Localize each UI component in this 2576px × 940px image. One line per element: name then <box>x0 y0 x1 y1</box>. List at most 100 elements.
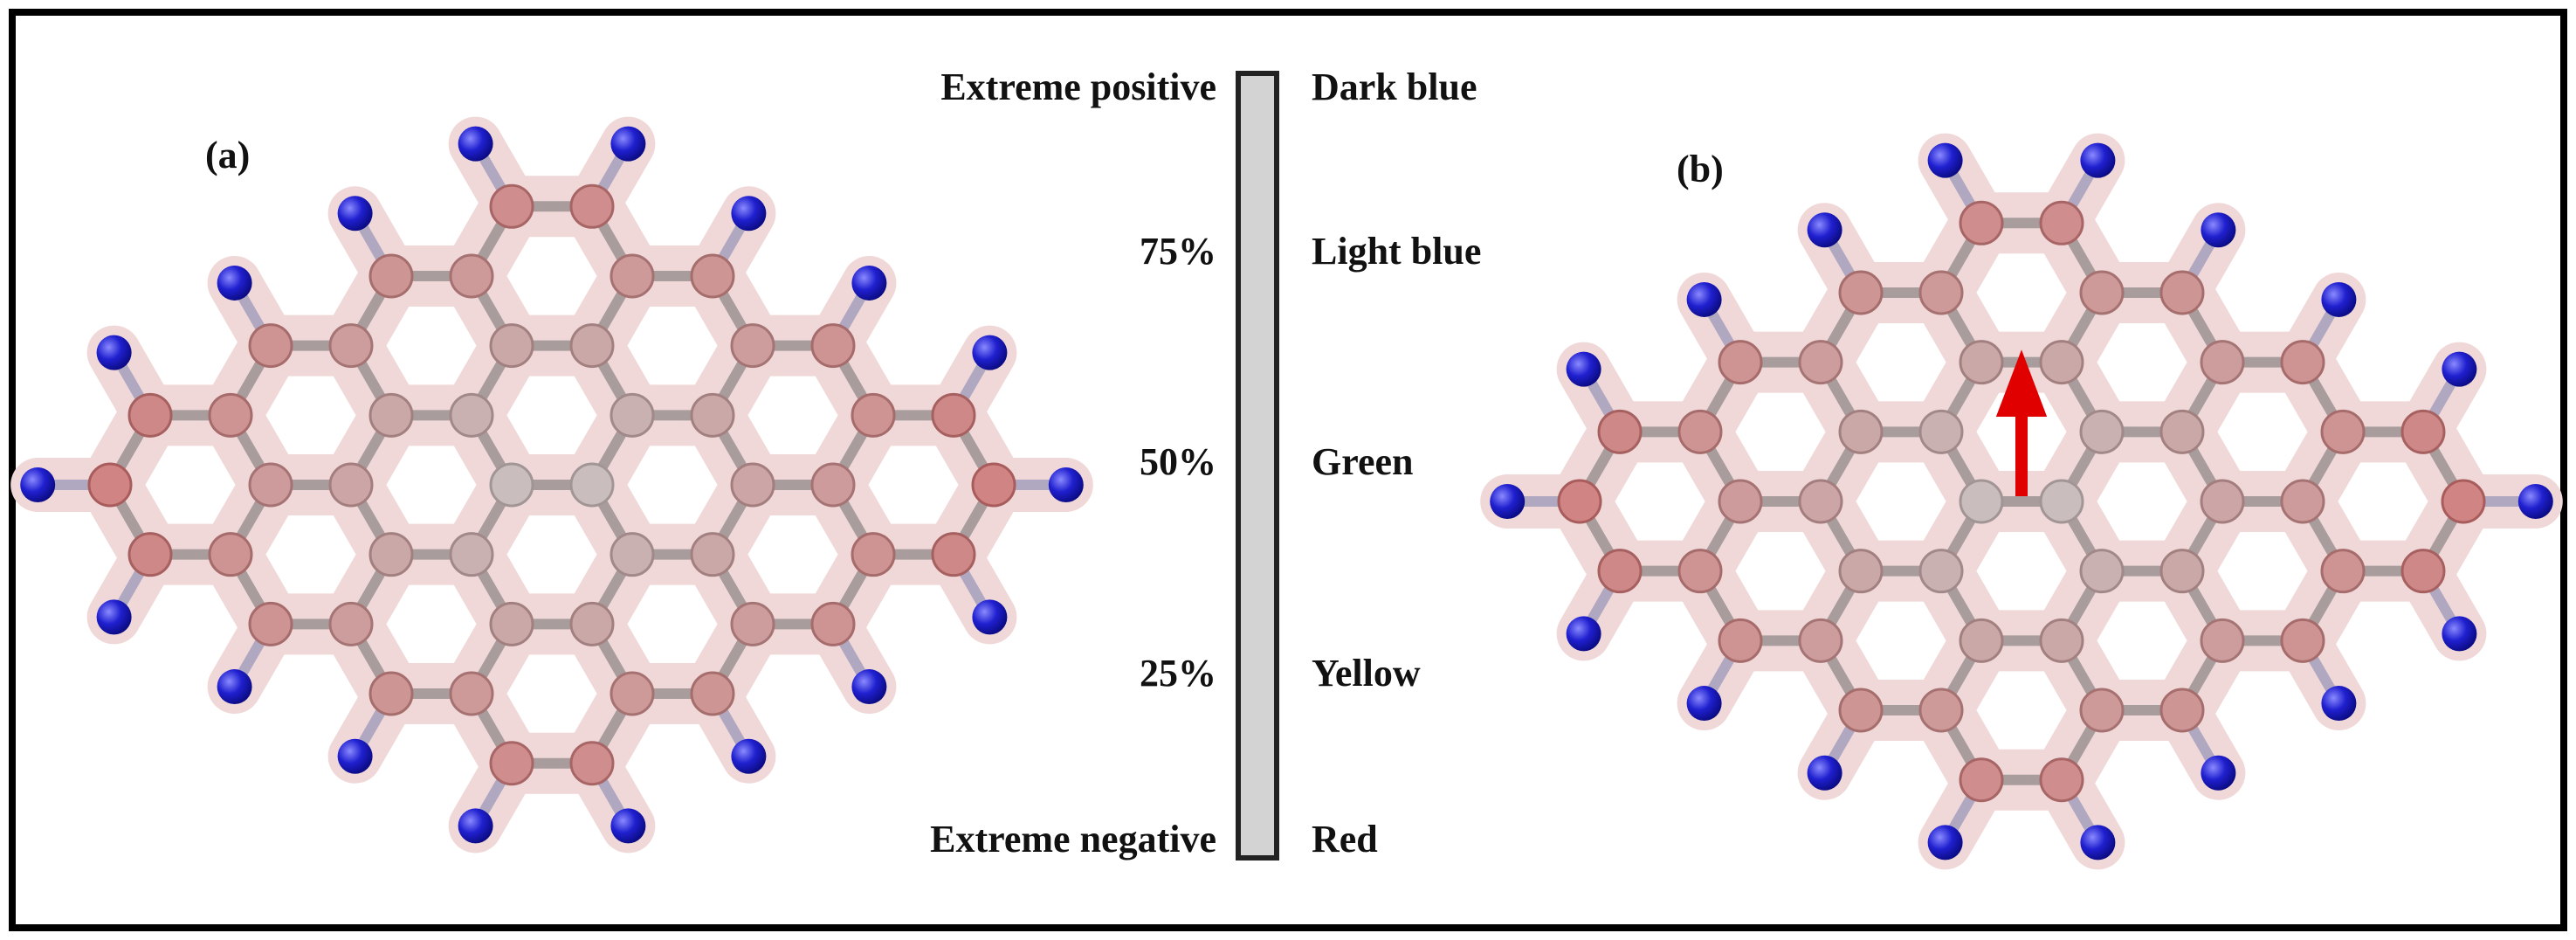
panel-label: (a) <box>205 134 250 176</box>
atom <box>127 392 173 438</box>
scale-level: 50% <box>1140 440 1216 483</box>
atom <box>1959 340 2004 385</box>
atom <box>569 741 615 786</box>
scale-level: Extreme positive <box>940 66 1216 108</box>
atom <box>2039 757 2084 803</box>
atom <box>810 323 856 369</box>
atom <box>1557 479 1602 524</box>
atom <box>2320 409 2366 454</box>
atom <box>810 462 856 508</box>
hydrogen <box>458 808 493 844</box>
atom <box>1718 340 1763 385</box>
scale-color: Red <box>1312 818 1378 861</box>
hydrogen <box>2321 281 2357 317</box>
hydrogen <box>20 467 56 502</box>
atom <box>971 462 1016 508</box>
atom <box>1838 549 1884 594</box>
atom <box>2280 618 2325 663</box>
hydrogen <box>2321 686 2357 722</box>
atom <box>610 392 655 438</box>
atom <box>208 532 253 577</box>
atom <box>851 392 896 438</box>
hydrogen <box>731 738 767 774</box>
atom <box>1918 549 1964 594</box>
atom <box>1798 479 1843 524</box>
atom <box>489 601 534 646</box>
atom <box>2320 549 2366 594</box>
scale-labels: Extreme positive Dark blue 75% Light blue 50… <box>930 66 1481 861</box>
hydrogen <box>96 599 132 635</box>
atom <box>2280 340 2325 385</box>
atom <box>2159 688 2205 733</box>
hydrogen <box>458 126 493 162</box>
atom <box>1798 618 1843 663</box>
atom <box>730 601 775 646</box>
atom <box>690 392 735 438</box>
hydrogen <box>337 196 373 232</box>
hydrogen <box>217 669 252 705</box>
atom <box>1959 200 2004 245</box>
hydrogen <box>1048 467 1084 502</box>
atom <box>1718 618 1763 663</box>
atom <box>368 392 414 438</box>
atom <box>127 532 173 577</box>
atom <box>569 462 615 508</box>
atom <box>851 532 896 577</box>
atom <box>489 183 534 229</box>
atom <box>328 601 374 646</box>
atom <box>2079 549 2125 594</box>
atom <box>489 462 534 508</box>
atom <box>730 323 775 369</box>
atom <box>2039 479 2084 524</box>
atom <box>328 323 374 369</box>
atom <box>1918 270 1964 315</box>
atom <box>449 671 494 716</box>
atom <box>368 253 414 299</box>
atom <box>610 253 655 299</box>
hydrogen <box>972 335 1008 370</box>
hydrogen <box>2442 351 2477 387</box>
hydrogen <box>1807 212 1842 248</box>
atom <box>2200 618 2245 663</box>
atom <box>2400 409 2446 454</box>
panel-label: (b) <box>1677 148 1724 190</box>
atom <box>328 462 374 508</box>
atom <box>2200 479 2245 524</box>
atom <box>1677 409 1723 454</box>
atom <box>2400 549 2446 594</box>
hydrogen <box>1566 351 1601 387</box>
atom <box>931 392 976 438</box>
atom <box>1959 479 2004 524</box>
atom <box>2079 688 2125 733</box>
hydrogen <box>2517 484 2553 519</box>
atom <box>1918 409 1964 454</box>
atom <box>208 392 253 438</box>
hydrogen <box>731 196 767 232</box>
atom <box>489 323 534 369</box>
atom <box>368 532 414 577</box>
hydrogen <box>2201 755 2236 791</box>
atom <box>610 671 655 716</box>
atom <box>449 532 494 577</box>
atom <box>2079 409 2125 454</box>
atom <box>1838 688 1884 733</box>
hydrogen <box>610 126 646 162</box>
hydrogen <box>96 335 132 370</box>
hydrogen <box>337 738 373 774</box>
molecule-a <box>10 116 1093 854</box>
atom <box>368 671 414 716</box>
atom <box>489 741 534 786</box>
scale-color: Green <box>1312 440 1414 483</box>
atom <box>2039 340 2084 385</box>
atom <box>569 601 615 646</box>
hydrogen <box>1927 142 1963 178</box>
atom <box>2079 270 2125 315</box>
hydrogen <box>2201 212 2236 248</box>
hydrogen <box>1686 281 1722 317</box>
atom <box>248 323 293 369</box>
atom <box>730 462 775 508</box>
atom <box>1718 479 1763 524</box>
scale-level: 75% <box>1140 230 1216 273</box>
atom <box>1918 688 1964 733</box>
